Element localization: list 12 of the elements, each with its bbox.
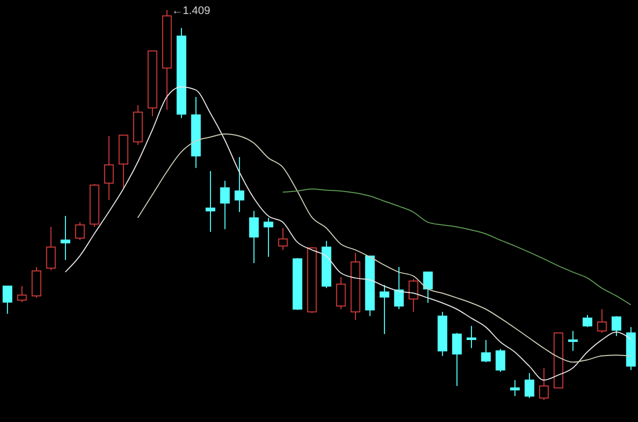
candlestick (206, 170, 216, 232)
candlestick (234, 156, 244, 213)
candlestick (568, 330, 578, 352)
candlestick (539, 368, 549, 400)
candlestick (162, 10, 172, 110)
candlestick (220, 180, 230, 230)
candlestick (191, 96, 201, 168)
annotation: ←1.409 (172, 4, 210, 17)
candlestick (104, 135, 114, 200)
candlestick (350, 252, 360, 321)
candlestick (60, 215, 70, 260)
candlestick (249, 210, 259, 264)
